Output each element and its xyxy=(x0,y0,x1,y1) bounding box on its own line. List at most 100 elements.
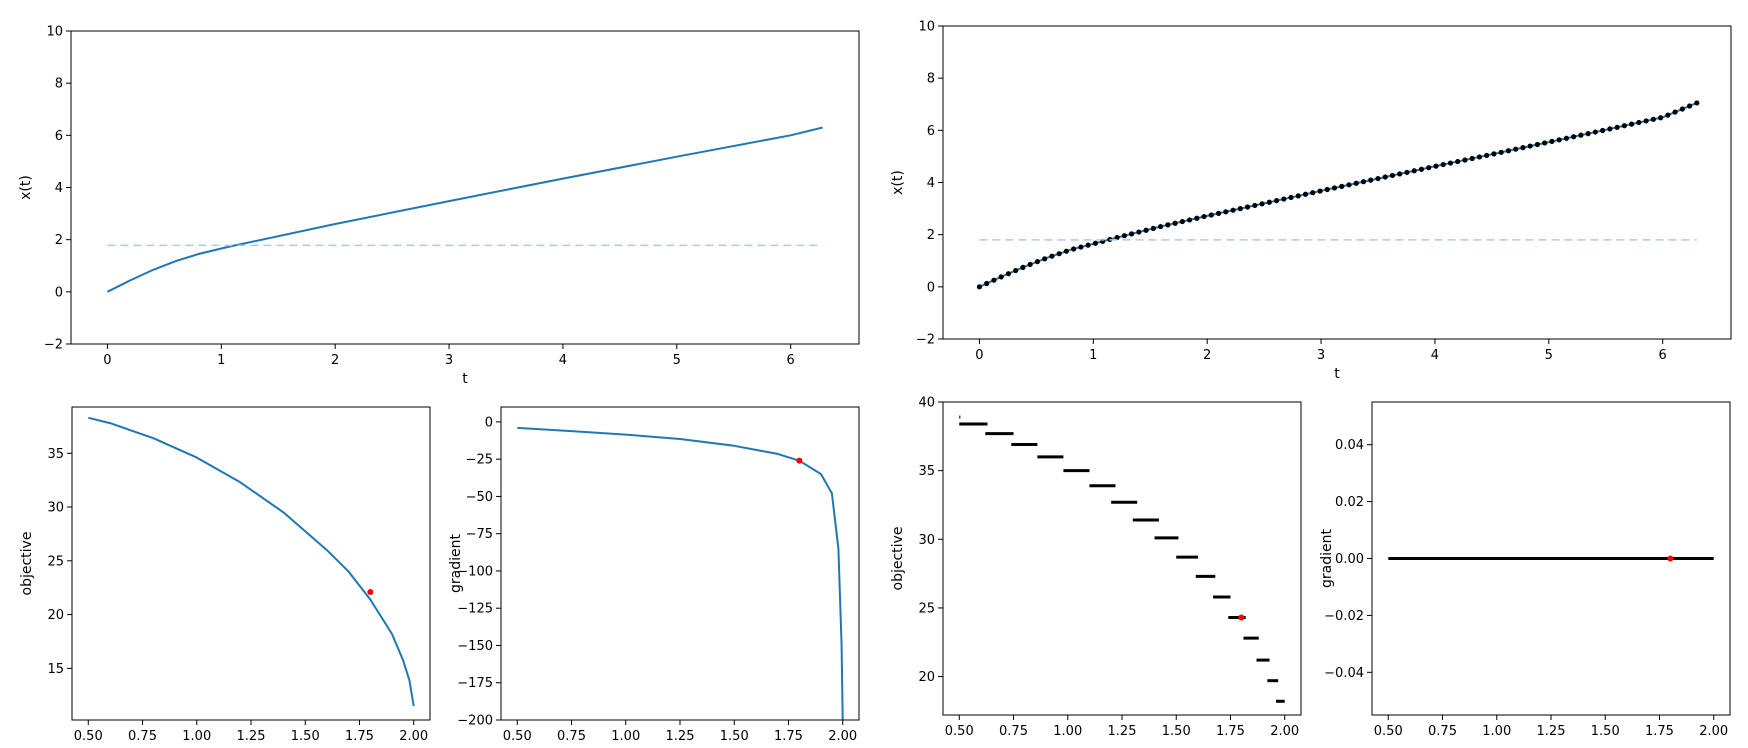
data-point xyxy=(1658,115,1664,121)
data-point xyxy=(1534,141,1541,148)
data-point xyxy=(1063,248,1069,254)
x-tick-label: 1 xyxy=(217,353,225,368)
subplot-objective-1: 0.50 0.75 1.00 1.25 1.50 1.75 2.00 15 20 25 30 35 ob… xyxy=(19,406,431,744)
data-point xyxy=(1027,261,1033,268)
data-point xyxy=(1636,119,1642,126)
y-tick-label: 30 xyxy=(47,501,64,516)
data-point xyxy=(1013,267,1019,274)
y-tick-label: 2 xyxy=(927,228,935,243)
x-tick-label: 1.00 xyxy=(1053,724,1082,739)
x-tick-label: 1.25 xyxy=(1537,724,1566,739)
data-point xyxy=(1172,220,1178,226)
subplot-objective-2: 0.50 0.75 1.00 1.25 1.50 1.75 2.00 20 25 30 35 40 ob… xyxy=(890,396,1302,739)
data-point xyxy=(1179,218,1185,225)
data-point xyxy=(1462,157,1468,163)
data-point xyxy=(1288,194,1294,201)
x-tick-label: 0.75 xyxy=(557,729,586,744)
data-point xyxy=(1389,172,1396,179)
data-point xyxy=(1266,199,1272,205)
x-tick-label: 5 xyxy=(1545,348,1553,363)
current-point-marker xyxy=(1667,555,1674,562)
y-tick-label: −150 xyxy=(457,639,493,654)
y-tick-label: −200 xyxy=(457,714,493,729)
data-point xyxy=(1056,251,1062,257)
y-tick-label: −2 xyxy=(44,338,63,353)
data-point xyxy=(1049,253,1055,259)
data-point xyxy=(1672,109,1678,115)
y-axis-label: objective xyxy=(890,527,906,591)
x-tick-label: 5 xyxy=(673,353,681,368)
data-point xyxy=(1578,132,1584,138)
data-point xyxy=(1665,112,1671,118)
data-point xyxy=(1694,100,1700,106)
x-tick-label: 1.75 xyxy=(345,729,374,744)
data-point xyxy=(1085,242,1091,248)
data-point xyxy=(1585,131,1591,137)
y-tick-label: 0.02 xyxy=(1335,495,1364,510)
x-tick-label: 1.50 xyxy=(1591,724,1620,739)
y-axis-label: x(t) xyxy=(18,175,34,200)
y-tick-label: 0 xyxy=(927,280,935,295)
x-axis-label: t xyxy=(462,371,468,387)
data-point xyxy=(1143,227,1149,233)
data-point xyxy=(1114,234,1120,241)
data-point xyxy=(1360,179,1367,185)
series-line-0 xyxy=(978,101,1698,288)
x-tick-label: 0 xyxy=(975,348,983,363)
plot-area xyxy=(106,126,823,293)
data-point xyxy=(1476,154,1483,160)
current-point-marker xyxy=(796,457,803,464)
y-tick-label: −0.02 xyxy=(1324,609,1364,624)
x-tick-label: 0.75 xyxy=(128,729,157,744)
y-tick-label: 35 xyxy=(47,447,64,462)
x-tick-label: 6 xyxy=(787,353,795,368)
data-point xyxy=(1600,127,1606,134)
data-point xyxy=(1571,134,1577,140)
subplot-gradient-2: 0.50 0.75 1.00 1.25 1.50 1.75 2.00 0.04 0.02 0.00… xyxy=(1319,401,1731,739)
data-point xyxy=(991,277,997,283)
plot-area xyxy=(1388,555,1714,562)
data-point xyxy=(1513,146,1519,152)
x-tick-label: 0.75 xyxy=(999,724,1028,739)
x-tick-label: 1.50 xyxy=(1162,724,1191,739)
current-point-marker xyxy=(367,589,374,596)
data-point xyxy=(1491,151,1497,157)
data-point xyxy=(1092,240,1098,246)
data-point xyxy=(1375,175,1381,182)
data-point xyxy=(1650,116,1656,122)
data-point xyxy=(1295,193,1301,199)
y-tick-label: −100 xyxy=(457,564,493,579)
data-point xyxy=(1186,217,1193,223)
x-tick-label: 3 xyxy=(1317,348,1325,363)
data-point xyxy=(1397,171,1403,177)
x-tick-label: 1.50 xyxy=(720,729,749,744)
x-tick-label: 1.00 xyxy=(182,729,211,744)
data-point xyxy=(1331,185,1338,191)
x-axis-label: t xyxy=(1334,366,1340,382)
data-point xyxy=(1237,206,1243,212)
data-point xyxy=(1136,229,1142,235)
data-point xyxy=(1215,210,1222,216)
series-line-0 xyxy=(517,426,844,720)
data-point xyxy=(1686,103,1693,109)
x-tick-label: 2 xyxy=(331,353,339,368)
data-point xyxy=(984,280,990,287)
data-point xyxy=(1194,215,1200,221)
y-tick-label: 35 xyxy=(918,464,935,479)
y-tick-label: 20 xyxy=(47,608,64,623)
data-point xyxy=(1404,169,1410,175)
x-tick-label: 1 xyxy=(1089,348,1097,363)
data-point xyxy=(1549,138,1555,145)
data-point xyxy=(1230,207,1236,213)
data-point xyxy=(1208,212,1214,218)
data-point xyxy=(1621,123,1627,129)
x-tick-label: 0.50 xyxy=(74,729,103,744)
data-point xyxy=(1339,183,1345,189)
data-point xyxy=(1433,163,1439,169)
y-tick-label: 8 xyxy=(55,77,63,92)
y-tick-label: −50 xyxy=(466,490,493,505)
series-line-0 xyxy=(88,416,415,707)
plot-area xyxy=(517,426,844,720)
data-point xyxy=(976,284,983,290)
